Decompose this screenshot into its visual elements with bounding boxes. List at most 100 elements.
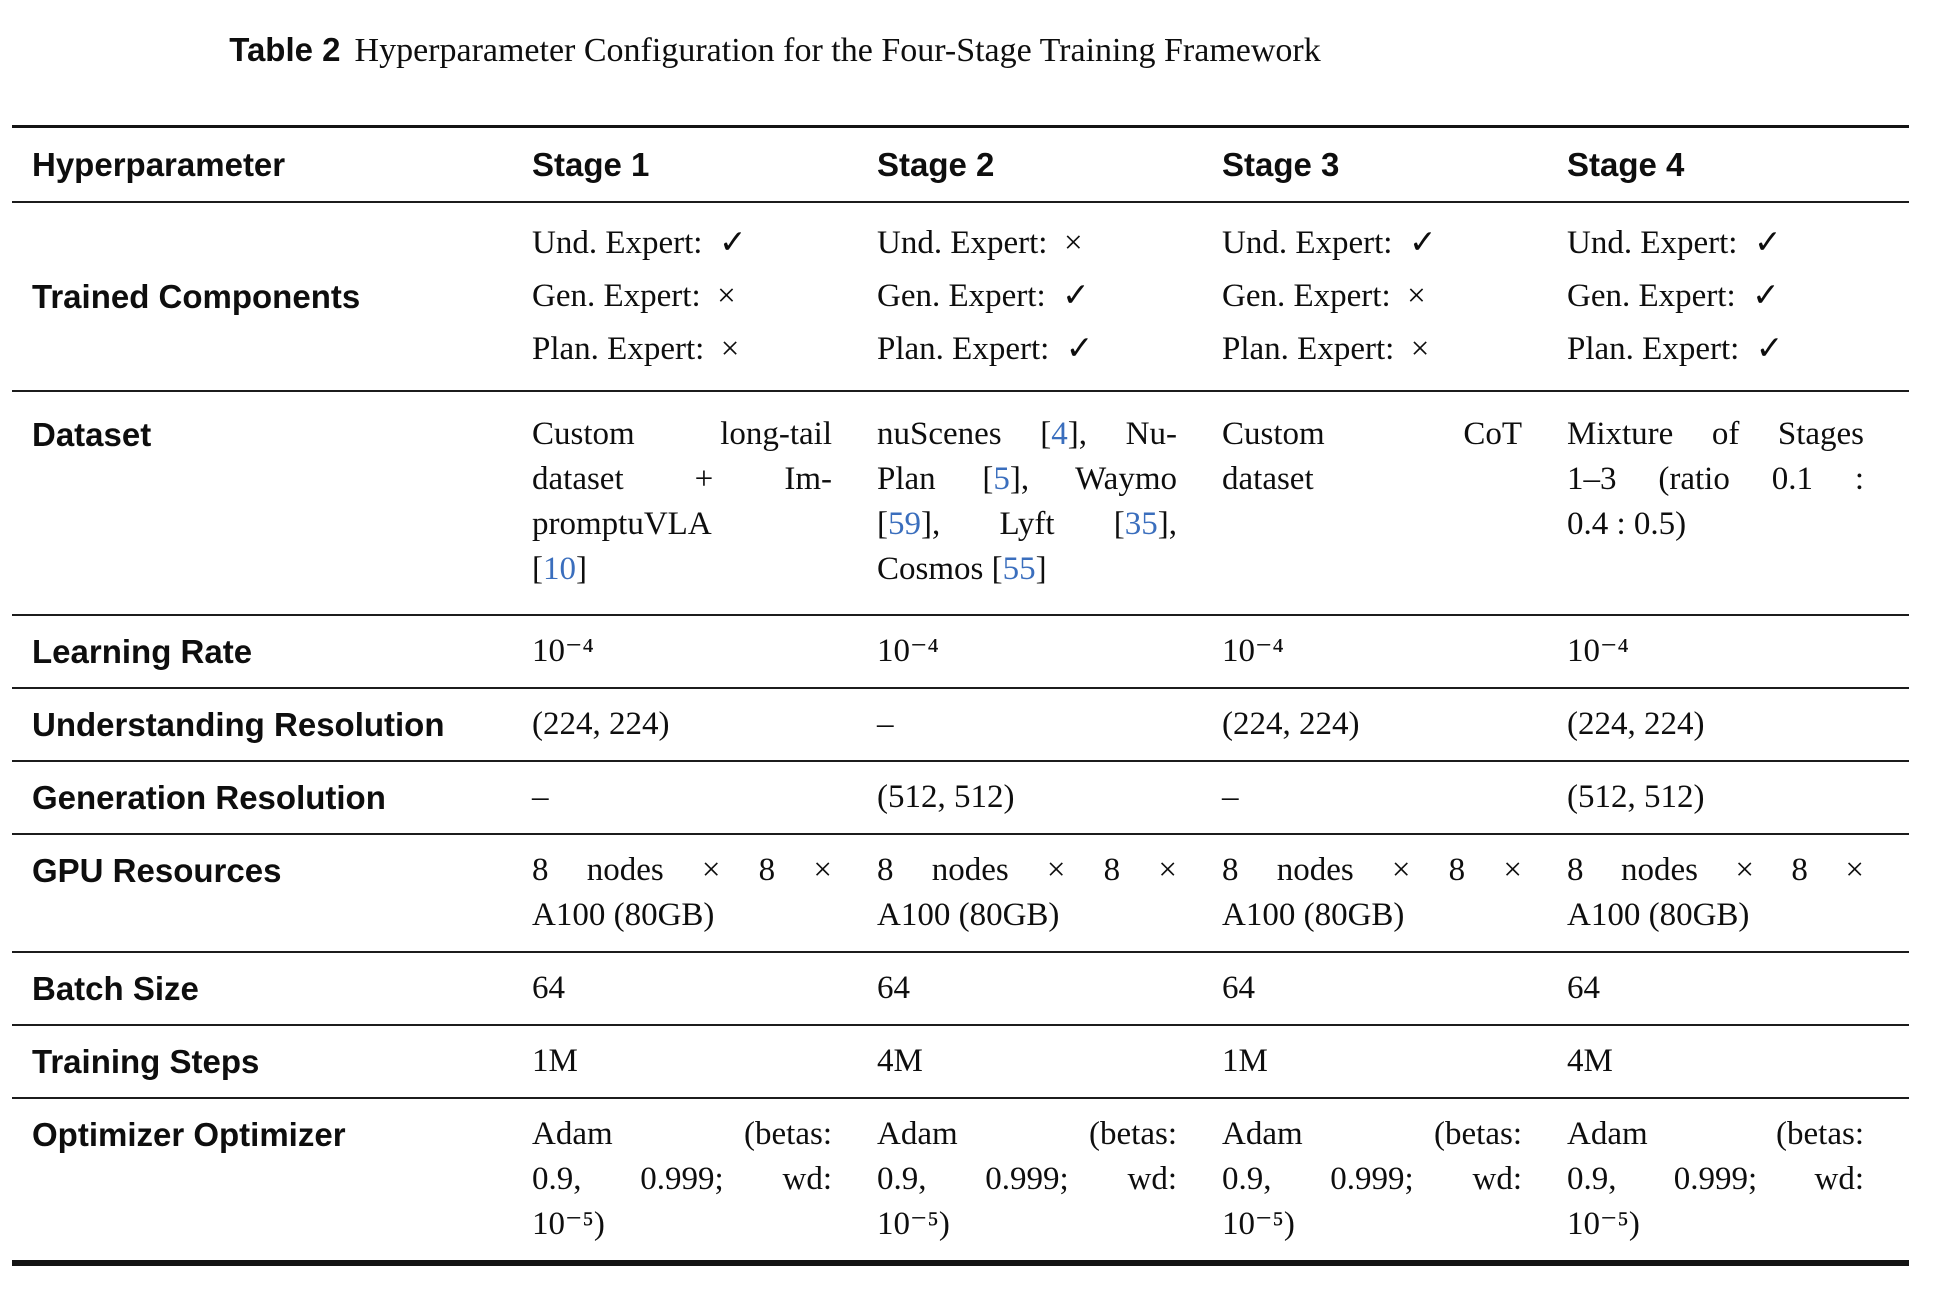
cell-line: 0.9, 0.999; wd: [1567,1161,1864,1197]
cell-line: (224, 224) [1567,706,1705,742]
cell-line: 8 nodes × 8 × [877,852,1177,888]
table-cell: 8 nodes × 8 × A100 (80GB) [877,835,1222,951]
table-row: Generation Resolution – (512, 512) – (512, 5… [12,762,1909,835]
table-cell: Adam (betas: 0.9, 0.999; wd: 10⁻⁵) [877,1099,1222,1260]
cell-line: (224, 224) [532,706,670,742]
table-caption-text: Hyperparameter Configuration for the Fou… [354,32,1321,69]
cell-line: 64 [532,970,565,1006]
table-cell: Adam (betas: 0.9, 0.999; wd: 10⁻⁵) [532,1099,877,1260]
cell-line: 8 nodes × 8 × [1222,852,1522,888]
cell-line: 10⁻⁵) [532,1206,605,1242]
cell-line: 0.9, 0.999; wd: [877,1161,1177,1197]
table-cell: 8 nodes × 8 × A100 (80GB) [1222,835,1567,951]
cell-line: (224, 224) [1222,706,1360,742]
cell-line: Gen. Expert: ✓ [1567,278,1780,314]
table-cell: nuScenes [4], Nu- Plan [5], Waymo [59], Ly… [877,392,1222,614]
header-stage-2: Stage 2 [877,146,995,183]
cell-line: Plan. Expert: × [1222,331,1430,367]
citation-link[interactable]: 10 [543,551,576,587]
cell-line: dataset + Im- [532,461,832,497]
citation-link[interactable]: 5 [993,461,1010,497]
cell-line: 0.9, 0.999; wd: [1222,1161,1522,1197]
table-cell: 64 [877,953,1222,1024]
table-cell: Und. Expert: ✓ Gen. Expert: ✓ Plan. Expert… [1567,203,1909,390]
row-label: GPU Resources [32,852,282,889]
table-header-row: Hyperparameter Stage 1 Stage 2 Stage 3 S… [12,128,1909,203]
hyperparameter-table: Hyperparameter Stage 1 Stage 2 Stage 3 S… [12,125,1909,1266]
table-cell: Adam (betas: 0.9, 0.999; wd: 10⁻⁵) [1567,1099,1909,1260]
table-body: Trained Components Und. Expert: ✓ Gen. Exp… [12,203,1909,1260]
cell-line: 4M [877,1043,923,1079]
cell-line: 10⁻⁴ [1567,633,1629,669]
row-label: Dataset [32,416,152,453]
table-cell: Und. Expert: ✓ Gen. Expert: × Plan. Expert… [532,203,877,390]
cell-line: 10⁻⁴ [532,633,594,669]
cell-line: (512, 512) [1567,779,1705,815]
table-cell: 4M [877,1026,1222,1097]
table-cell: – [877,689,1222,760]
table-cell: (512, 512) [1567,762,1909,833]
cell-line: Plan [5], Waymo [877,461,1177,497]
table-row: Understanding Resolution (224, 224) – (224,… [12,689,1909,762]
row-label: Batch Size [32,970,199,1007]
row-label: Learning Rate [32,633,253,670]
table-row: Dataset Custom long-tail dataset + Im-prom… [12,392,1909,616]
cell-line: Custom long-tail [532,416,832,452]
citation-link[interactable]: 35 [1124,506,1158,542]
table-cell: 1M [532,1026,877,1097]
table-cell: Und. Expert: × Gen. Expert: ✓ Plan. Expert… [877,203,1222,390]
table-cell: – [532,762,877,833]
table-cell: (224, 224) [532,689,877,760]
cell-line: Und. Expert: ✓ [1222,225,1437,261]
citation-link[interactable]: 59 [888,506,921,542]
cell-line: 10⁻⁴ [1222,633,1284,669]
cell-line: Mixture of Stages [1567,416,1864,452]
cell-line: A100 (80GB) [532,897,715,933]
cell-line: [10] [532,551,587,587]
table-row: Batch Size 64 64 64 64 [12,953,1909,1026]
table-cell: Custom CoT dataset [1222,392,1567,614]
table-row: Learning Rate 10⁻⁴ 10⁻⁴ 10⁻⁴ 10⁻⁴ [12,616,1909,689]
header-stage-4: Stage 4 [1567,146,1685,183]
cell-line: 8 nodes × 8 × [532,852,832,888]
header-hyperparameter: Hyperparameter [32,146,286,183]
citation-link[interactable]: 4 [1051,416,1068,452]
cell-line: A100 (80GB) [1222,897,1405,933]
row-label: Optimizer Optimizer [32,1116,346,1153]
cell-line: nuScenes [4], Nu- [877,416,1177,452]
row-label: Generation Resolution [32,779,386,816]
table-row: Optimizer Optimizer Adam (betas: 0.9, 0.99… [12,1099,1909,1260]
cell-line: A100 (80GB) [1567,897,1750,933]
citation-link[interactable]: 55 [1002,551,1036,587]
cell-line: 0.9, 0.999; wd: [532,1161,832,1197]
cell-line: Adam (betas: [877,1116,1177,1152]
cell-line: Plan. Expert: ✓ [1567,331,1784,367]
cell-line: – [532,779,549,815]
cell-line: 1–3 (ratio 0.1 : [1567,461,1864,497]
cell-line: Adam (betas: [532,1116,832,1152]
cell-line: Cosmos [55] [877,551,1047,587]
cell-line: – [877,706,894,742]
table-cell: Mixture of Stages 1–3 (ratio 0.1 : 0.4 : 0… [1567,392,1909,614]
cell-line: Und. Expert: ✓ [532,225,747,261]
cell-line: Plan. Expert: × [532,331,740,367]
table-cell: 10⁻⁴ [532,616,877,687]
table-cell: (224, 224) [1222,689,1567,760]
cell-line: 0.4 : 0.5) [1567,506,1687,542]
cell-line: Und. Expert: × [877,225,1083,261]
table-cell: Und. Expert: ✓ Gen. Expert: × Plan. Expert… [1222,203,1567,390]
cell-line: Custom CoT [1222,416,1522,452]
cell-line: 10⁻⁵) [1222,1206,1295,1242]
cell-line: 1M [532,1043,578,1079]
table-row: Trained Components Und. Expert: ✓ Gen. Exp… [12,203,1909,392]
table-cell: 8 nodes × 8 × A100 (80GB) [532,835,877,951]
table-cell: 8 nodes × 8 × A100 (80GB) [1567,835,1909,951]
table-cell: 4M [1567,1026,1909,1097]
cell-line: Gen. Expert: ✓ [877,278,1090,314]
cell-line: 10⁻⁵) [877,1206,950,1242]
cell-line: 1M [1222,1043,1268,1079]
table-caption: Table 2 Hyperparameter Configuration for … [0,28,1550,73]
cell-line: [59], Lyft [35], [877,506,1177,542]
table-cell: (512, 512) [877,762,1222,833]
